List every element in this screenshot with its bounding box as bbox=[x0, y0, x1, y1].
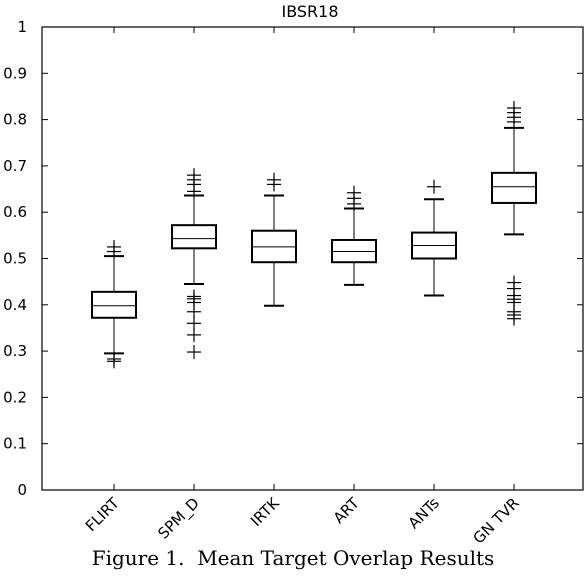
y-tick-label: 0 bbox=[17, 481, 27, 499]
y-tick-label: 0.7 bbox=[3, 157, 27, 175]
outlier-marker bbox=[107, 351, 121, 366]
y-tick-label: 0.2 bbox=[3, 388, 27, 406]
y-tick-label: 0.3 bbox=[3, 342, 27, 360]
y-tick-label: 0.4 bbox=[3, 296, 27, 314]
outlier-marker bbox=[107, 239, 121, 254]
y-tick-label: 0.8 bbox=[3, 111, 27, 129]
x-category-label: ANTs bbox=[405, 494, 443, 532]
outlier-marker bbox=[507, 101, 521, 116]
x-category-label: SPM_D bbox=[154, 494, 203, 543]
iqr-box bbox=[491, 171, 537, 204]
outlier-marker bbox=[187, 289, 201, 304]
y-tick-label: 0.1 bbox=[3, 435, 27, 453]
y-axis: 0 0.1 0.2 0.3 0.4 0.5 0.6 0.7 0.8 0.9 1 bbox=[3, 18, 583, 499]
box-irtk bbox=[251, 172, 297, 307]
outlier-marker bbox=[187, 168, 201, 183]
y-tick-label: 0.6 bbox=[3, 203, 27, 221]
box-gn-tvr bbox=[491, 101, 537, 326]
outlier-marker bbox=[347, 185, 361, 200]
iqr-box bbox=[171, 224, 217, 250]
x-category-label: IRTK bbox=[247, 493, 284, 530]
outlier-marker bbox=[187, 345, 201, 360]
outlier-marker bbox=[507, 275, 521, 290]
figure-caption: Figure 1. Mean Target Overlap Results bbox=[91, 546, 495, 570]
x-category-label: GN TVR bbox=[469, 494, 522, 547]
y-tick-label: 0.9 bbox=[3, 64, 27, 82]
outlier-marker bbox=[267, 172, 281, 187]
outlier-marker bbox=[427, 179, 441, 194]
chart-title: IBSR18 bbox=[281, 2, 338, 21]
boxes-group bbox=[91, 101, 537, 369]
iqr-box bbox=[91, 290, 137, 319]
y-tick-label: 0.5 bbox=[3, 250, 27, 268]
box-spm-d bbox=[171, 168, 217, 360]
plot-area-frame bbox=[41, 26, 584, 491]
x-axis: FLIRT SPM_D IRTK ART ANTs GN TVR bbox=[82, 27, 523, 547]
box-flirt bbox=[91, 239, 137, 369]
x-category-label: FLIRT bbox=[82, 494, 124, 536]
box-ants bbox=[411, 179, 457, 297]
y-tick-label: 1 bbox=[17, 18, 27, 36]
box-art bbox=[331, 185, 377, 286]
x-category-label: ART bbox=[330, 494, 364, 528]
